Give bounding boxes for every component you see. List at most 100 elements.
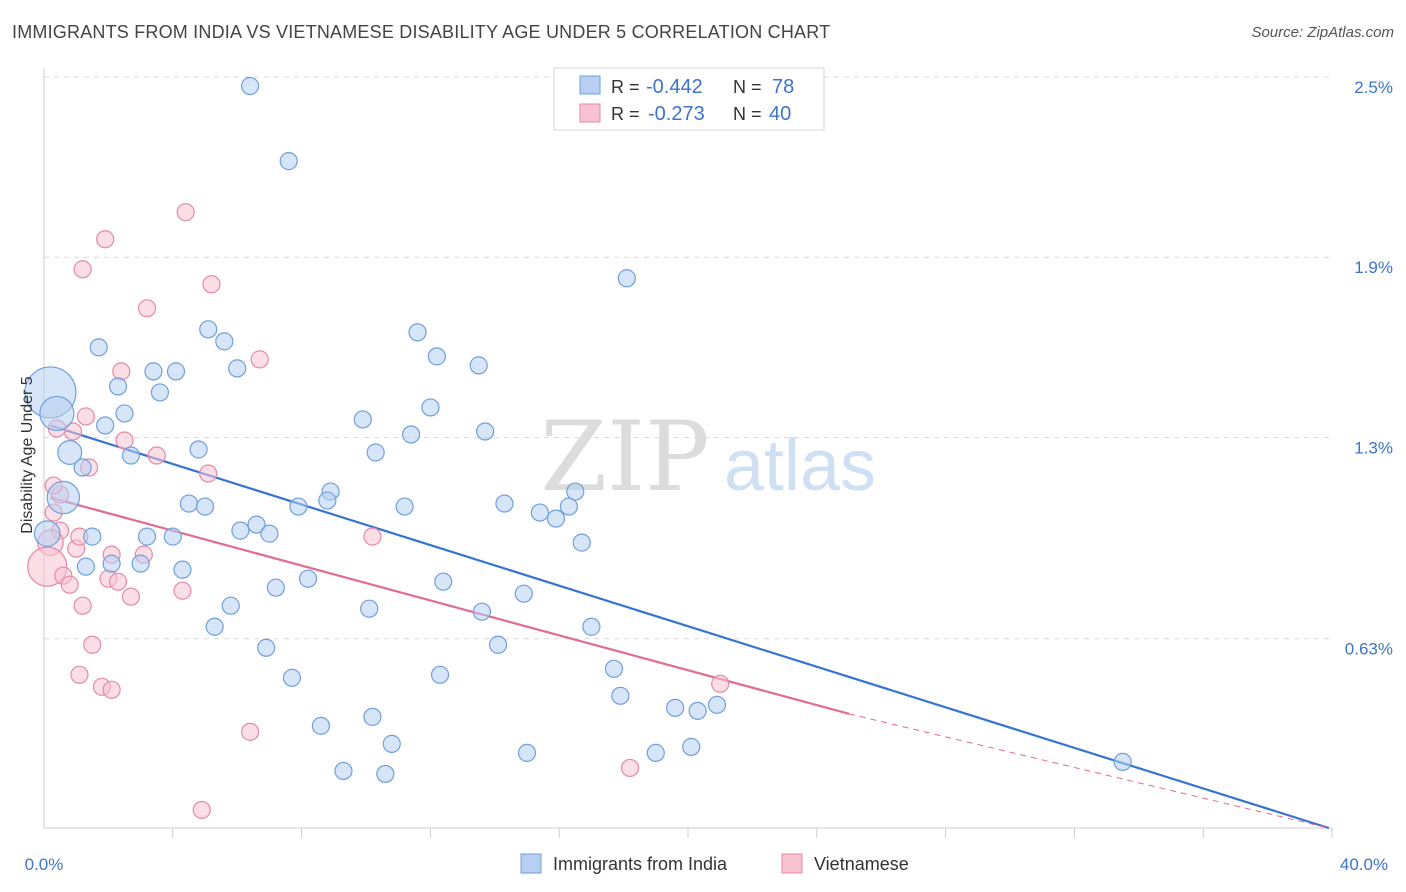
india-point <box>221 596 240 615</box>
vietnamese-point <box>121 587 141 606</box>
india-point <box>279 152 298 171</box>
stats-swatch-viet <box>579 103 601 123</box>
india-point <box>131 554 150 573</box>
stats-viet-n-value: 40 <box>769 103 791 125</box>
y-axis-tick-labels: 2.5% 1.9% 1.3% 0.63% <box>1345 78 1393 659</box>
india-point <box>76 557 95 576</box>
vietnamese-point <box>192 800 211 820</box>
vietnamese-point <box>711 674 730 693</box>
india-point <box>247 515 266 534</box>
legend: Immigrants from India Vietnamese <box>520 853 909 874</box>
vietnamese-point <box>137 299 157 318</box>
vietnamese-point <box>363 527 382 546</box>
india-point <box>353 410 372 429</box>
stats-box: R = -0.442 N = 78 R = -0.273 N = 40 <box>553 67 825 131</box>
vietnamese-point <box>108 572 128 591</box>
india-point <box>102 554 121 573</box>
watermark-atlas: atlas <box>724 426 876 506</box>
india-point <box>572 533 591 552</box>
vietnamese-point <box>199 464 218 483</box>
india-point <box>401 425 421 444</box>
india-point <box>434 572 453 591</box>
stats-india-r-label: R = <box>611 77 640 97</box>
stats-india-r-value: -0.442 <box>646 76 703 98</box>
vietnamese-point <box>112 362 131 381</box>
india-point <box>189 440 208 459</box>
india-point <box>231 521 250 540</box>
india-point <box>137 527 157 546</box>
india-point <box>688 701 707 720</box>
india-point <box>360 599 379 618</box>
india-point <box>240 76 260 96</box>
india-point <box>144 362 163 381</box>
india-point <box>472 602 492 621</box>
india-point <box>476 422 495 441</box>
india-point <box>311 716 331 735</box>
y-tick-label: 2.5% <box>1354 78 1393 97</box>
stats-viet-r-label: R = <box>611 104 640 124</box>
vietnamese-point <box>147 446 166 465</box>
vietnamese-point <box>102 680 121 699</box>
vietnamese-point <box>73 596 92 615</box>
stats-india-n-value: 78 <box>772 76 794 98</box>
chart-title: IMMIGRANTS FROM INDIA VS VIETNAMESE DISA… <box>12 22 831 42</box>
y-tick-label: 1.9% <box>1354 258 1393 277</box>
india-point <box>366 443 385 462</box>
stats-viet-r-value: -0.273 <box>648 103 705 125</box>
legend-label-india: Immigrants from India <box>553 854 728 874</box>
y-tick-label: 0.63% <box>1345 640 1393 659</box>
india-point <box>199 320 218 339</box>
y-axis-label: Disability Age Under 5 <box>19 376 36 534</box>
india-point <box>382 734 401 753</box>
india-point <box>89 338 108 357</box>
vietnamese-point <box>63 422 83 441</box>
india-point <box>707 695 727 714</box>
india-point <box>566 482 585 501</box>
india-point <box>57 440 83 466</box>
india-point <box>376 764 395 784</box>
vietnamese-point <box>202 275 221 294</box>
stats-swatch-india <box>579 75 601 95</box>
chart-source: Source: ZipAtlas.com <box>1251 24 1394 41</box>
india-point <box>421 398 440 417</box>
india-point <box>611 686 630 705</box>
india-point <box>298 569 318 588</box>
legend-label-viet: Vietnamese <box>814 854 909 874</box>
india-point <box>488 635 508 654</box>
stats-viet-n-label: N = <box>733 104 762 124</box>
vietnamese-point <box>76 407 95 426</box>
gridlines <box>44 76 1332 640</box>
india-point <box>73 458 92 477</box>
india-point <box>514 584 533 603</box>
vietnamese-point <box>620 758 640 778</box>
india-point <box>205 617 224 636</box>
india-point <box>430 665 450 684</box>
india-point <box>257 638 276 657</box>
vietnamese-point <box>173 581 192 600</box>
india-points <box>24 76 1132 784</box>
stats-india-n-label: N = <box>733 77 762 97</box>
india-point <box>363 707 382 726</box>
india-point <box>96 416 115 435</box>
india-point <box>166 362 186 381</box>
vietnamese-point <box>176 203 195 222</box>
india-point <box>215 332 234 351</box>
viet-trend-extension <box>848 713 1329 829</box>
india-point <box>282 668 302 687</box>
india-point <box>546 509 566 528</box>
vietnamese-point <box>240 722 260 741</box>
x-tick-label-min: 0.0% <box>25 855 64 874</box>
india-point <box>228 359 247 378</box>
y-tick-label: 1.3% <box>1354 438 1393 457</box>
legend-swatch-viet <box>781 853 803 874</box>
india-point <box>495 494 514 513</box>
india-point <box>427 347 446 366</box>
india-point <box>646 743 665 763</box>
india-point <box>260 524 279 543</box>
vietnamese-point <box>115 431 134 450</box>
india-point <box>318 491 337 510</box>
india-point <box>604 659 624 678</box>
india-point <box>617 269 636 288</box>
india-point <box>150 383 170 402</box>
